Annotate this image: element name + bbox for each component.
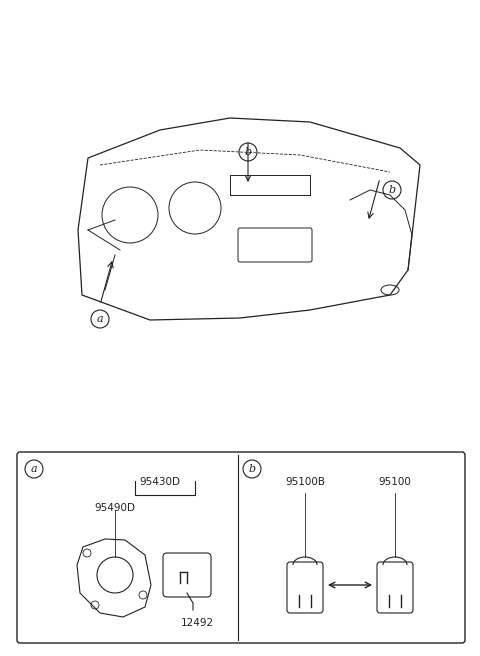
Text: a: a: [96, 314, 103, 324]
Text: b: b: [388, 185, 396, 195]
Text: b: b: [249, 464, 255, 474]
Text: a: a: [31, 464, 37, 474]
Text: b: b: [244, 147, 252, 157]
Text: 95430D: 95430D: [140, 477, 180, 487]
Text: 95100B: 95100B: [285, 477, 325, 487]
Text: 95100: 95100: [379, 477, 411, 487]
Text: 12492: 12492: [180, 618, 214, 628]
Text: 95490D: 95490D: [95, 503, 135, 513]
